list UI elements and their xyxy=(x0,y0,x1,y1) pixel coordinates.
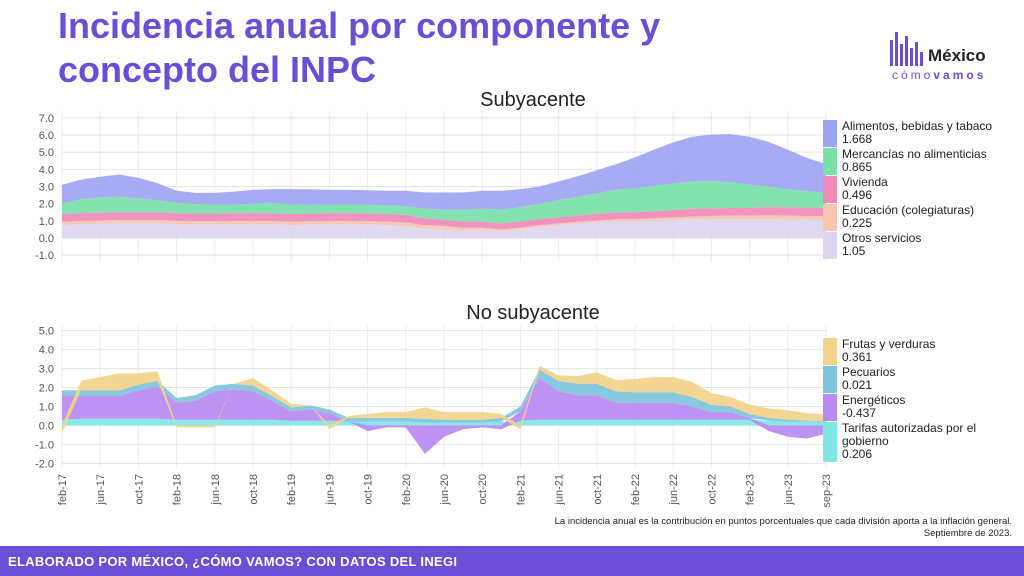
legend-label: Vivienda xyxy=(842,175,888,189)
x-tick-label: jun-20 xyxy=(439,474,451,506)
series-area-vivienda xyxy=(62,207,826,230)
legend-value: 0.225 xyxy=(842,216,872,230)
x-tick-label: feb-19 xyxy=(286,474,298,505)
y-tick-label: 5.0 xyxy=(39,326,54,338)
chart-title-no-subyacente: No subyacente xyxy=(466,302,599,324)
y-tick-label: -1.0 xyxy=(35,439,54,451)
x-tick-label: feb-20 xyxy=(401,474,413,505)
logo-main-text: México xyxy=(928,46,986,65)
legend-label: Frutas y verduras xyxy=(842,337,935,351)
legend-value: 0.496 xyxy=(842,188,872,202)
series-area-tarifas-autorizadas-por-el-gobierno xyxy=(62,418,826,426)
x-tick-label: oct-20 xyxy=(477,474,489,505)
series-area-otros-servicios xyxy=(62,219,826,238)
y-tick-label: 1.0 xyxy=(39,401,54,413)
y-tick-label: 1.0 xyxy=(39,216,54,228)
legend-label: Pecuarios xyxy=(842,365,895,379)
legend-value: -0.437 xyxy=(842,406,876,420)
legend-value: 1.668 xyxy=(842,132,872,146)
series-area-energéticos xyxy=(62,378,826,454)
x-tick-label: feb-18 xyxy=(172,474,184,505)
x-tick-label: feb-22 xyxy=(630,474,642,505)
x-tick-label: feb-21 xyxy=(515,474,527,505)
y-tick-label: 7.0 xyxy=(39,113,54,125)
y-tick-label: 2.0 xyxy=(39,383,54,395)
legend-subyacente: Alimentos, bebidas y tabaco1.668Mercancí… xyxy=(823,119,992,259)
legend-value: 1.05 xyxy=(842,244,866,258)
x-tick-label: feb-23 xyxy=(745,474,757,505)
legend-label: Tarifas autorizadas por el xyxy=(842,421,976,435)
legend-no-subyacente: Frutas y verduras0.361Pecuarios0.021Ener… xyxy=(823,337,976,462)
legend-label: Educación (colegiaturas) xyxy=(842,203,974,217)
legend-label: Otros servicios xyxy=(842,231,921,245)
y-tick-label: 2.0 xyxy=(39,199,54,211)
series-area-alimentos-bebidas-y-tabaco xyxy=(62,134,826,210)
x-tick-label: jun-21 xyxy=(554,474,566,506)
legend-value: 0.021 xyxy=(842,378,872,392)
brand-logo: México cómovamos xyxy=(890,24,1010,84)
x-tick-label: feb-17 xyxy=(57,474,69,505)
footer-text: ELABORADO POR MÉXICO, ¿CÓMO VAMOS? CON D… xyxy=(8,554,458,569)
y-tick-label: -1.0 xyxy=(35,250,54,262)
legend-swatch xyxy=(823,148,837,175)
y-tick-label: 0.0 xyxy=(39,233,54,245)
series-area-frutas-y-verduras xyxy=(62,365,826,433)
legend-swatch xyxy=(823,338,837,365)
charts-canvas: Subyacente No subyacente 7.0 6.0 5.0 4.0 3.0… xyxy=(35,89,992,508)
x-tick-label: oct-22 xyxy=(706,474,718,505)
y-tick-label: 4.0 xyxy=(39,164,54,176)
chart-subyacente: 7.0 6.0 5.0 4.0 3.0 2.0 1.0 0.0 -1.0 Alimentos, b… xyxy=(35,111,992,262)
legend-swatch xyxy=(823,394,837,421)
legend-swatch xyxy=(823,204,837,231)
legend-swatch xyxy=(823,120,837,147)
x-tick-label: jun-23 xyxy=(783,474,795,506)
legend-swatch xyxy=(823,232,837,259)
x-axis: feb-17 jun-17 oct-17 feb-18 jun-18 oct-18 feb-… xyxy=(57,474,833,508)
chart-title-subyacente: Subyacente xyxy=(480,89,586,111)
footnote-line-1: La incidencia anual es la contribución e… xyxy=(554,516,1012,527)
y-tick-label: 3.0 xyxy=(39,182,54,194)
series-area-educación-colegiaturas- xyxy=(62,215,826,232)
page-title: Incidencia anual por componente y concep… xyxy=(58,5,661,90)
x-tick-label: sep-23 xyxy=(821,474,833,508)
x-tick-label: oct-18 xyxy=(248,474,260,505)
x-tick-label: jun-18 xyxy=(210,474,222,506)
legend-swatch xyxy=(823,176,837,203)
legend-value: 0.206 xyxy=(842,447,872,461)
y-tick-label: 5.0 xyxy=(39,147,54,159)
legend-label: Energéticos xyxy=(842,393,905,407)
x-tick-label: oct-19 xyxy=(363,474,375,505)
legend-label: Alimentos, bebidas y tabaco xyxy=(842,119,992,133)
x-tick-label: oct-21 xyxy=(592,474,604,505)
footnote: La incidencia anual es la contribución e… xyxy=(555,516,1012,540)
legend-label: gobierno xyxy=(842,434,889,448)
y-tick-label: -2.0 xyxy=(35,458,54,470)
x-tick-label: jun-22 xyxy=(668,474,680,506)
logo-sub-text: cómovamos xyxy=(892,68,987,82)
legend-swatch xyxy=(823,366,837,393)
x-tick-label: oct-17 xyxy=(133,474,145,505)
series-area-pecuarios xyxy=(62,369,826,423)
y-tick-label: 3.0 xyxy=(39,364,54,376)
y-tick-label: 0.0 xyxy=(39,420,54,432)
y-tick-label: 6.0 xyxy=(39,130,54,142)
legend-value: 0.361 xyxy=(842,350,872,364)
footer-bar: ELABORADO POR MÉXICO, ¿CÓMO VAMOS? CON D… xyxy=(0,546,1024,576)
x-tick-label: jun-19 xyxy=(324,474,336,506)
series-area-mercancías-no-alimenticias xyxy=(62,180,826,224)
legend-value: 0.865 xyxy=(842,160,872,174)
chart-no-subyacente: 5.0 4.0 3.0 2.0 1.0 0.0 -1.0 -2.0 Frutas y verdu… xyxy=(35,325,976,470)
legend-label: Mercancías no alimenticias xyxy=(842,147,987,161)
x-tick-label: jun-17 xyxy=(95,474,107,506)
footnote-line-2: Septiembre de 2023. xyxy=(923,528,1012,539)
legend-swatch xyxy=(823,422,837,462)
y-tick-label: 4.0 xyxy=(39,345,54,357)
